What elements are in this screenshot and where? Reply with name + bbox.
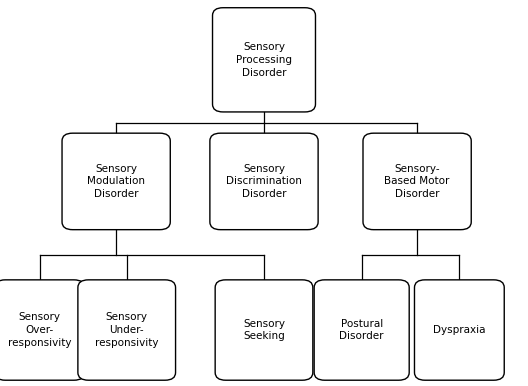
FancyBboxPatch shape [414,280,504,380]
FancyBboxPatch shape [0,280,84,380]
Text: Sensory
Processing
Disorder: Sensory Processing Disorder [236,42,292,78]
FancyBboxPatch shape [363,133,472,230]
Text: Sensory
Discrimination
Disorder: Sensory Discrimination Disorder [226,164,302,199]
FancyBboxPatch shape [210,133,318,230]
FancyBboxPatch shape [215,280,313,380]
FancyBboxPatch shape [314,280,409,380]
Text: Dyspraxia: Dyspraxia [433,325,486,335]
FancyBboxPatch shape [62,133,170,230]
Text: Postural
Disorder: Postural Disorder [340,318,384,342]
Text: Sensory-
Based Motor
Disorder: Sensory- Based Motor Disorder [384,164,450,199]
Text: Sensory
Over-
responsivity: Sensory Over- responsivity [8,312,71,348]
FancyBboxPatch shape [212,8,315,112]
Text: Sensory
Under-
responsivity: Sensory Under- responsivity [95,312,158,348]
FancyBboxPatch shape [78,280,175,380]
Text: Sensory
Seeking: Sensory Seeking [243,318,285,342]
Text: Sensory
Modulation
Disorder: Sensory Modulation Disorder [87,164,145,199]
